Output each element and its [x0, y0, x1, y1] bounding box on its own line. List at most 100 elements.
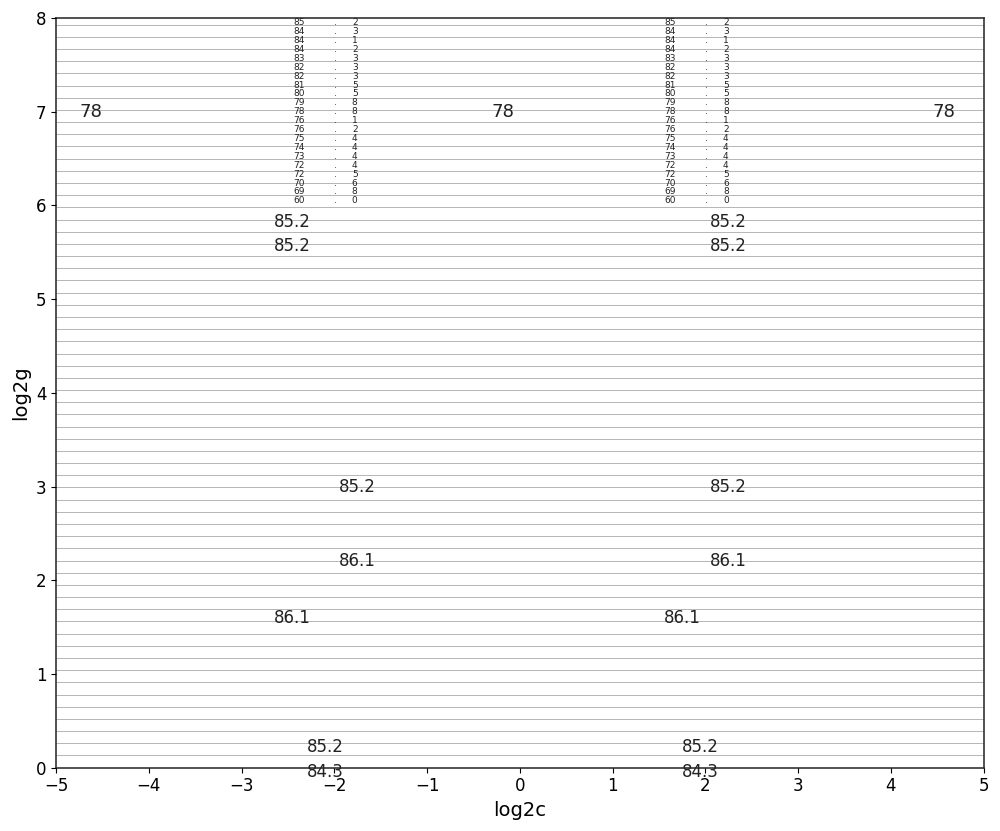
- Text: .: .: [334, 125, 337, 134]
- Text: 85.2: 85.2: [682, 738, 719, 756]
- Text: 2: 2: [352, 18, 358, 27]
- Text: .: .: [334, 116, 337, 125]
- Text: 8: 8: [723, 98, 729, 107]
- Text: 1: 1: [723, 116, 729, 125]
- Text: 84: 84: [664, 45, 676, 54]
- Text: 79: 79: [664, 98, 676, 107]
- Text: .: .: [705, 90, 708, 99]
- Text: .: .: [705, 152, 708, 161]
- Text: 3: 3: [723, 27, 729, 37]
- Text: 2: 2: [723, 18, 729, 27]
- Text: 2: 2: [352, 45, 358, 54]
- Text: 4: 4: [723, 160, 729, 170]
- Text: 4: 4: [352, 143, 358, 152]
- Text: 84: 84: [293, 36, 305, 45]
- Text: 84.3: 84.3: [306, 764, 343, 781]
- Text: 72: 72: [293, 170, 305, 179]
- Text: 5: 5: [352, 90, 358, 99]
- Text: 85.2: 85.2: [710, 478, 747, 495]
- Text: .: .: [334, 160, 337, 170]
- Text: 78: 78: [79, 103, 102, 120]
- Text: .: .: [334, 98, 337, 107]
- Text: 85: 85: [664, 18, 676, 27]
- Text: 81: 81: [293, 81, 305, 90]
- Text: 0: 0: [352, 196, 358, 205]
- Text: .: .: [334, 54, 337, 63]
- Text: .: .: [334, 196, 337, 205]
- Text: 8: 8: [352, 98, 358, 107]
- Text: 73: 73: [293, 152, 305, 161]
- Text: .: .: [334, 36, 337, 45]
- Text: 2: 2: [723, 45, 729, 54]
- Text: 3: 3: [723, 63, 729, 71]
- Text: .: .: [705, 36, 708, 45]
- Text: .: .: [705, 63, 708, 71]
- Text: 82: 82: [293, 63, 305, 71]
- Text: .: .: [334, 71, 337, 81]
- Text: .: .: [705, 107, 708, 116]
- Text: 84: 84: [293, 27, 305, 37]
- Text: 2: 2: [723, 125, 729, 134]
- Text: .: .: [705, 81, 708, 90]
- Text: .: .: [705, 71, 708, 81]
- Text: .: .: [334, 81, 337, 90]
- Text: 60: 60: [293, 196, 305, 205]
- Text: 3: 3: [352, 27, 358, 37]
- Text: 8: 8: [723, 107, 729, 116]
- Text: 8: 8: [352, 188, 358, 196]
- Text: 3: 3: [352, 71, 358, 81]
- Text: .: .: [705, 125, 708, 134]
- Text: .: .: [705, 160, 708, 170]
- Text: .: .: [705, 98, 708, 107]
- Text: 84: 84: [293, 45, 305, 54]
- Text: 81: 81: [664, 81, 676, 90]
- Text: .: .: [705, 188, 708, 196]
- Text: 5: 5: [352, 170, 358, 179]
- Text: 80: 80: [664, 90, 676, 99]
- Text: .: .: [705, 196, 708, 205]
- Text: 78: 78: [492, 103, 515, 120]
- Text: .: .: [334, 143, 337, 152]
- Text: 75: 75: [293, 134, 305, 143]
- Text: .: .: [705, 54, 708, 63]
- Text: 75: 75: [664, 134, 676, 143]
- Text: .: .: [334, 63, 337, 71]
- Text: 76: 76: [664, 116, 676, 125]
- Text: 85.2: 85.2: [710, 237, 747, 255]
- Text: .: .: [334, 152, 337, 161]
- Text: 76: 76: [293, 116, 305, 125]
- Text: 79: 79: [293, 98, 305, 107]
- Text: 78: 78: [293, 107, 305, 116]
- Text: 84.3: 84.3: [682, 764, 719, 781]
- Text: 4: 4: [352, 152, 358, 161]
- Text: 83: 83: [664, 54, 676, 63]
- Text: 4: 4: [723, 143, 729, 152]
- Text: 1: 1: [352, 36, 358, 45]
- Text: 0: 0: [723, 196, 729, 205]
- Text: 3: 3: [723, 54, 729, 63]
- Text: 3: 3: [352, 63, 358, 71]
- Text: 82: 82: [293, 71, 305, 81]
- Text: 76: 76: [293, 125, 305, 134]
- Text: .: .: [334, 134, 337, 143]
- Text: 5: 5: [723, 90, 729, 99]
- Text: 85.2: 85.2: [339, 478, 376, 495]
- Text: 74: 74: [293, 143, 305, 152]
- Text: .: .: [334, 107, 337, 116]
- Text: 4: 4: [352, 160, 358, 170]
- Text: .: .: [705, 134, 708, 143]
- Text: 6: 6: [723, 179, 729, 188]
- Text: .: .: [334, 27, 337, 37]
- Text: 85.2: 85.2: [710, 214, 747, 231]
- Text: .: .: [334, 188, 337, 196]
- Text: 78: 78: [933, 103, 955, 120]
- Text: 5: 5: [352, 81, 358, 90]
- Text: 3: 3: [352, 54, 358, 63]
- Text: 69: 69: [664, 188, 676, 196]
- Text: 70: 70: [664, 179, 676, 188]
- Text: 86.1: 86.1: [664, 609, 700, 627]
- Text: 3: 3: [723, 71, 729, 81]
- Text: 76: 76: [664, 125, 676, 134]
- Text: 8: 8: [723, 188, 729, 196]
- Text: .: .: [334, 18, 337, 27]
